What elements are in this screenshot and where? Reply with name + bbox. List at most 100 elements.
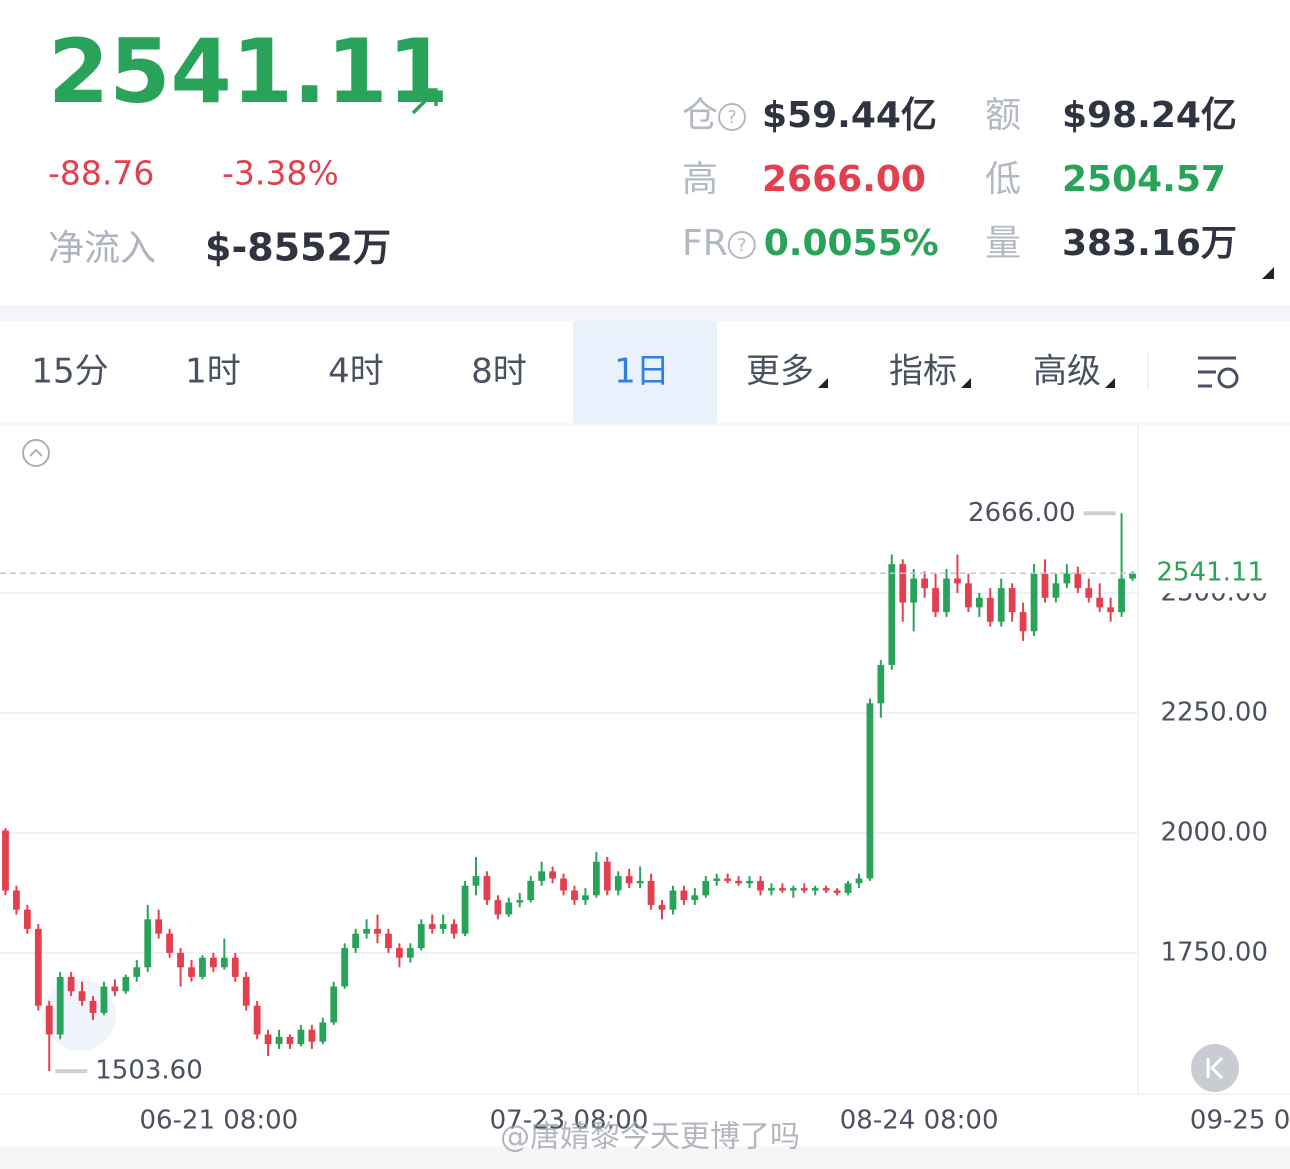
watermark: @唐婧黎今天更博了吗 — [500, 1120, 800, 1155]
candle-body — [67, 976, 75, 992]
candle-body — [13, 890, 20, 910]
stat-value: 0.0055% — [764, 223, 939, 264]
candle-body — [450, 924, 458, 934]
candle-body — [1085, 588, 1093, 598]
candle-body — [428, 924, 436, 929]
settings-icon[interactable] — [1198, 356, 1239, 389]
timeframe-tab[interactable]: 15分 — [31, 352, 108, 392]
stat-label: 量 — [985, 223, 1021, 264]
collapse-button[interactable] — [22, 439, 50, 467]
candle-body — [582, 895, 589, 901]
last-price: 2541.11 — [48, 20, 449, 123]
candle-body — [1107, 607, 1115, 613]
help-icon[interactable] — [727, 231, 756, 259]
candle-body — [78, 991, 86, 1001]
candle-body — [199, 957, 206, 977]
candle-body — [800, 888, 808, 891]
candle-body — [844, 883, 852, 893]
candle-body — [209, 957, 217, 968]
timeframe-tab[interactable]: 4时 — [328, 352, 384, 392]
candle-body — [549, 871, 556, 879]
candle-body — [822, 888, 830, 891]
candle-body — [308, 1029, 316, 1042]
help-icon[interactable] — [718, 103, 747, 131]
candle-body — [363, 928, 370, 934]
x-tick-label: 09-25 08:00 — [1190, 1106, 1290, 1136]
candle-body — [986, 597, 994, 622]
candle-body — [1129, 573, 1136, 579]
candle-body — [746, 880, 753, 884]
candle-body — [45, 1005, 53, 1035]
candle-body — [866, 703, 874, 879]
candle-body — [155, 919, 163, 934]
candle-body — [23, 909, 31, 929]
candle-body — [757, 880, 764, 891]
stat-label: 低 — [985, 159, 1021, 200]
candle-body — [374, 928, 381, 934]
candle-body — [768, 888, 775, 891]
candle-body — [669, 890, 677, 910]
candle-body — [264, 1034, 272, 1045]
candle-body — [472, 876, 480, 886]
dropdown-caret — [818, 378, 828, 388]
candle-body — [680, 890, 688, 901]
candle-body — [319, 1022, 327, 1042]
collapse-chevron — [29, 448, 43, 457]
candle-body — [505, 902, 513, 915]
timeframe-tab[interactable]: 更多 — [746, 352, 814, 392]
x-tick-label: 08-24 08:00 — [840, 1106, 999, 1136]
expand-corner[interactable] — [1262, 267, 1274, 279]
candle-body — [1096, 597, 1104, 608]
candle-body — [932, 588, 939, 613]
candle-body — [111, 986, 119, 992]
stat-value: $59.44亿 — [762, 95, 937, 136]
candle-body — [396, 948, 403, 958]
candle-body — [56, 976, 64, 1035]
candle-body — [461, 885, 469, 934]
candle-body — [1030, 573, 1038, 632]
candle-body — [417, 924, 425, 949]
candle-body — [483, 876, 491, 901]
separator — [0, 305, 1290, 321]
candle-body — [188, 967, 195, 977]
candle-body — [691, 895, 699, 901]
up-arrow — [411, 88, 438, 115]
timeframe-tab[interactable]: 1时 — [185, 352, 241, 392]
active-tab-bg — [573, 321, 717, 424]
stat-label: 高 — [682, 159, 718, 200]
stat-label: FR — [682, 223, 728, 264]
timeframe-tab[interactable]: 高级 — [1033, 352, 1101, 392]
candle-body — [1008, 588, 1016, 613]
scroll-latest-button[interactable] — [1191, 1044, 1239, 1092]
candle-body — [603, 861, 611, 891]
candle-body — [1041, 573, 1049, 598]
timeframe-tab[interactable]: 指标 — [889, 352, 957, 392]
candle-body — [724, 878, 732, 881]
candle-body — [1118, 578, 1125, 613]
candle-body — [658, 904, 666, 910]
change: -88.76 — [48, 154, 154, 193]
candle-body — [220, 957, 228, 968]
scroll-latest-icon — [1206, 1056, 1224, 1080]
candle-body — [560, 878, 567, 891]
candle-body — [997, 588, 1005, 622]
candle-body — [538, 871, 546, 881]
candle-body — [275, 1036, 283, 1045]
candle-body — [253, 1005, 261, 1035]
x-tick-label: 07-23 08:00 — [490, 1106, 649, 1136]
candle-body — [735, 880, 742, 884]
help-mark: ? — [737, 235, 747, 256]
candle-body — [921, 578, 929, 589]
stat-label: 仓 — [682, 95, 718, 136]
timeframe-tab[interactable]: 8时 — [471, 352, 527, 392]
timeframe-tab[interactable]: 1日 — [614, 352, 670, 392]
candle-body — [166, 933, 173, 953]
y-tick-label: 2250.00 — [1160, 697, 1268, 727]
y-tick-label: 1750.00 — [1160, 937, 1268, 967]
candle-body — [592, 861, 600, 896]
candle-body — [899, 564, 907, 603]
candle-body — [527, 880, 535, 901]
high-label: 2666.00 — [968, 498, 1076, 528]
change-pct: -3.38% — [222, 154, 339, 193]
stat-value: 2504.57 — [1062, 159, 1226, 200]
